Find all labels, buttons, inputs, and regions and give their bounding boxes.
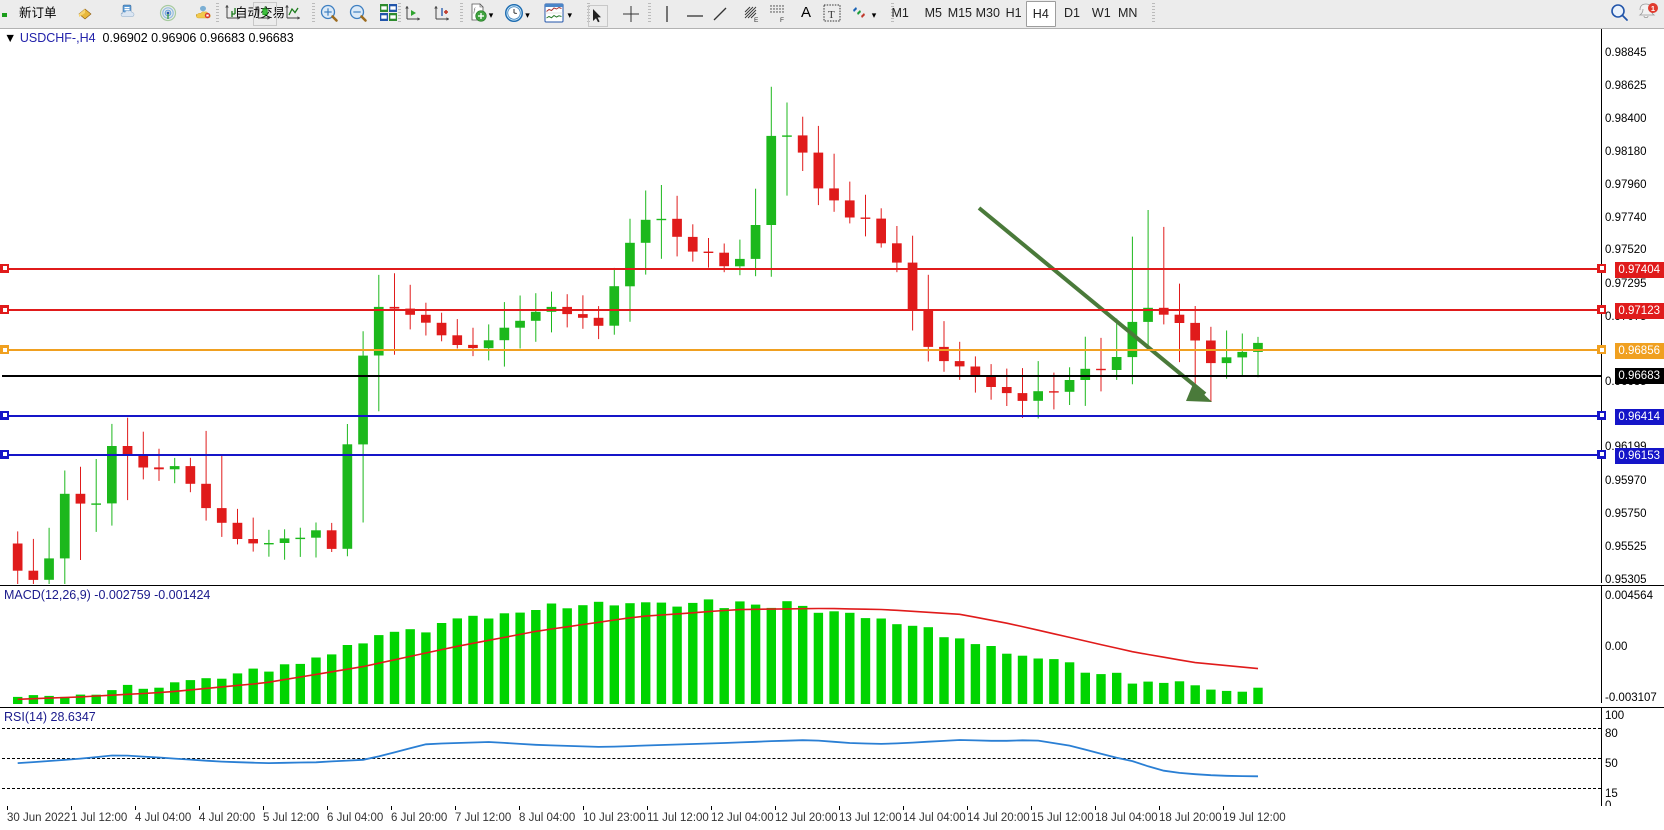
svg-text:T: T <box>828 9 835 21</box>
svg-text:F: F <box>780 17 784 24</box>
svg-text:E: E <box>754 17 759 24</box>
svg-text:1: 1 <box>1651 4 1655 13</box>
